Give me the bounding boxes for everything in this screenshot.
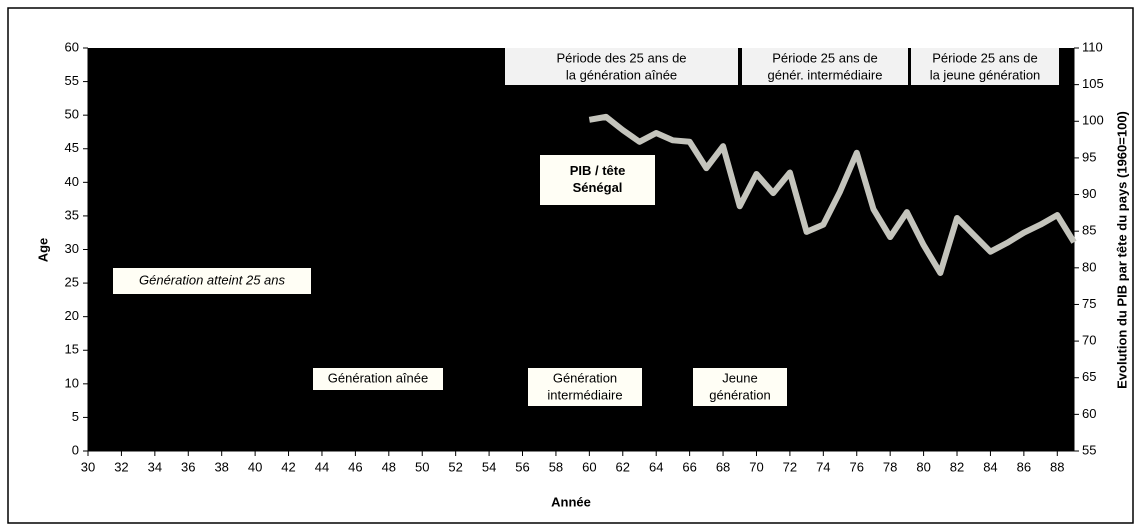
annotation-box bbox=[528, 368, 642, 406]
x-tick-label: 58 bbox=[549, 459, 563, 474]
annotation: PIB / tête Sénégal bbox=[540, 155, 655, 205]
x-tick-label: 60 bbox=[582, 459, 596, 474]
pib-line bbox=[588, 113, 1077, 276]
y2-tick-label: 70 bbox=[1082, 333, 1096, 348]
annotation: Jeune génération bbox=[693, 368, 787, 406]
annotation-text: génération bbox=[709, 387, 770, 402]
y2-tick-label: 80 bbox=[1082, 259, 1096, 274]
annotation-text: PIB / tête bbox=[570, 163, 626, 178]
y-tick-label: 50 bbox=[65, 107, 79, 122]
y2-tick-label: 85 bbox=[1082, 223, 1096, 238]
y-tick-label: 35 bbox=[65, 207, 79, 222]
y-tick-label: 40 bbox=[65, 174, 79, 189]
x-tick-label: 70 bbox=[749, 459, 763, 474]
y-tick-label: 0 bbox=[72, 442, 79, 457]
annotation: Génération intermédiaire bbox=[528, 368, 642, 406]
annotation-text: Période 25 ans de bbox=[772, 50, 878, 65]
annotation-text: Période des 25 ans de bbox=[556, 50, 686, 65]
y2-tick-label: 55 bbox=[1082, 442, 1096, 457]
y2-tick-label: 60 bbox=[1082, 406, 1096, 421]
y-tick-label: 15 bbox=[65, 342, 79, 357]
y-axis-label: Age bbox=[35, 238, 50, 263]
x-tick-label: 54 bbox=[482, 459, 496, 474]
annotation: Génération aînée bbox=[313, 368, 443, 390]
x-tick-label: 56 bbox=[515, 459, 529, 474]
y2-axis-label: Evolution du PIB par tête du pays (1960=… bbox=[1114, 111, 1129, 389]
annotation: Génération atteint 25 ans bbox=[113, 268, 311, 294]
x-tick-label: 30 bbox=[81, 459, 95, 474]
x-tick-label: 40 bbox=[248, 459, 262, 474]
x-tick-label: 86 bbox=[1017, 459, 1031, 474]
x-tick-label: 72 bbox=[783, 459, 797, 474]
x-tick-label: 38 bbox=[214, 459, 228, 474]
x-tick-label: 62 bbox=[616, 459, 630, 474]
annotation-box bbox=[911, 48, 1059, 85]
annotation-text: Génération bbox=[553, 370, 617, 385]
x-tick-label: 82 bbox=[950, 459, 964, 474]
y2-tick-label: 65 bbox=[1082, 369, 1096, 384]
x-tick-label: 80 bbox=[916, 459, 930, 474]
y2-tick-label: 105 bbox=[1082, 76, 1104, 91]
annotation-text: intermédiaire bbox=[547, 387, 622, 402]
annotation-box bbox=[313, 368, 443, 390]
y-tick-label: 55 bbox=[65, 73, 79, 88]
y2-tick-label: 90 bbox=[1082, 186, 1096, 201]
annotation-text: Sénégal bbox=[573, 180, 623, 195]
annotation-box bbox=[742, 48, 908, 85]
y-tick-label: 10 bbox=[65, 375, 79, 390]
x-tick-label: 32 bbox=[114, 459, 128, 474]
y-tick-label: 30 bbox=[65, 241, 79, 256]
x-tick-label: 50 bbox=[415, 459, 429, 474]
annotation-box bbox=[113, 268, 311, 294]
y2-tick-label: 95 bbox=[1082, 149, 1096, 164]
x-tick-label: 88 bbox=[1050, 459, 1064, 474]
y-tick-label: 20 bbox=[65, 308, 79, 323]
annotation-text: Génération atteint 25 ans bbox=[139, 272, 285, 287]
x-tick-label: 44 bbox=[315, 459, 329, 474]
y-tick-label: 60 bbox=[65, 39, 79, 54]
annotation-box bbox=[505, 48, 738, 85]
x-tick-label: 66 bbox=[682, 459, 696, 474]
y-tick-label: 5 bbox=[72, 409, 79, 424]
annotation-text: la génération aînée bbox=[566, 67, 677, 82]
y-tick-label: 25 bbox=[65, 275, 79, 290]
x-tick-label: 52 bbox=[448, 459, 462, 474]
y2-tick-label: 75 bbox=[1082, 296, 1096, 311]
annotation-text: génér. intermédiaire bbox=[768, 67, 883, 82]
x-tick-label: 84 bbox=[983, 459, 997, 474]
annotation-text: Génération aînée bbox=[328, 370, 428, 385]
annotation-box bbox=[693, 368, 787, 406]
annotation: Période 25 ans de génér. intermédiaire bbox=[742, 48, 908, 85]
annotation-text: la jeune génération bbox=[930, 67, 1041, 82]
x-tick-label: 74 bbox=[816, 459, 830, 474]
annotation: Période des 25 ans de la génération aînée bbox=[505, 48, 738, 85]
x-tick-label: 48 bbox=[382, 459, 396, 474]
annotation: Période 25 ans de la jeune génération bbox=[911, 48, 1059, 85]
annotation-text: Période 25 ans de bbox=[932, 50, 1038, 65]
y2-tick-label: 110 bbox=[1082, 39, 1103, 54]
x-axis-label: Année bbox=[551, 494, 591, 509]
x-tick-label: 46 bbox=[348, 459, 362, 474]
x-tick-label: 42 bbox=[281, 459, 295, 474]
x-tick-label: 78 bbox=[883, 459, 897, 474]
x-tick-label: 68 bbox=[716, 459, 730, 474]
x-tick-label: 36 bbox=[181, 459, 195, 474]
x-tick-label: 76 bbox=[850, 459, 864, 474]
x-tick-label: 34 bbox=[148, 459, 162, 474]
annotation-text: Jeune bbox=[722, 370, 757, 385]
y2-tick-label: 100 bbox=[1082, 113, 1104, 128]
x-tick-label: 64 bbox=[649, 459, 663, 474]
y-tick-label: 45 bbox=[65, 140, 79, 155]
annotation-box bbox=[540, 155, 655, 205]
